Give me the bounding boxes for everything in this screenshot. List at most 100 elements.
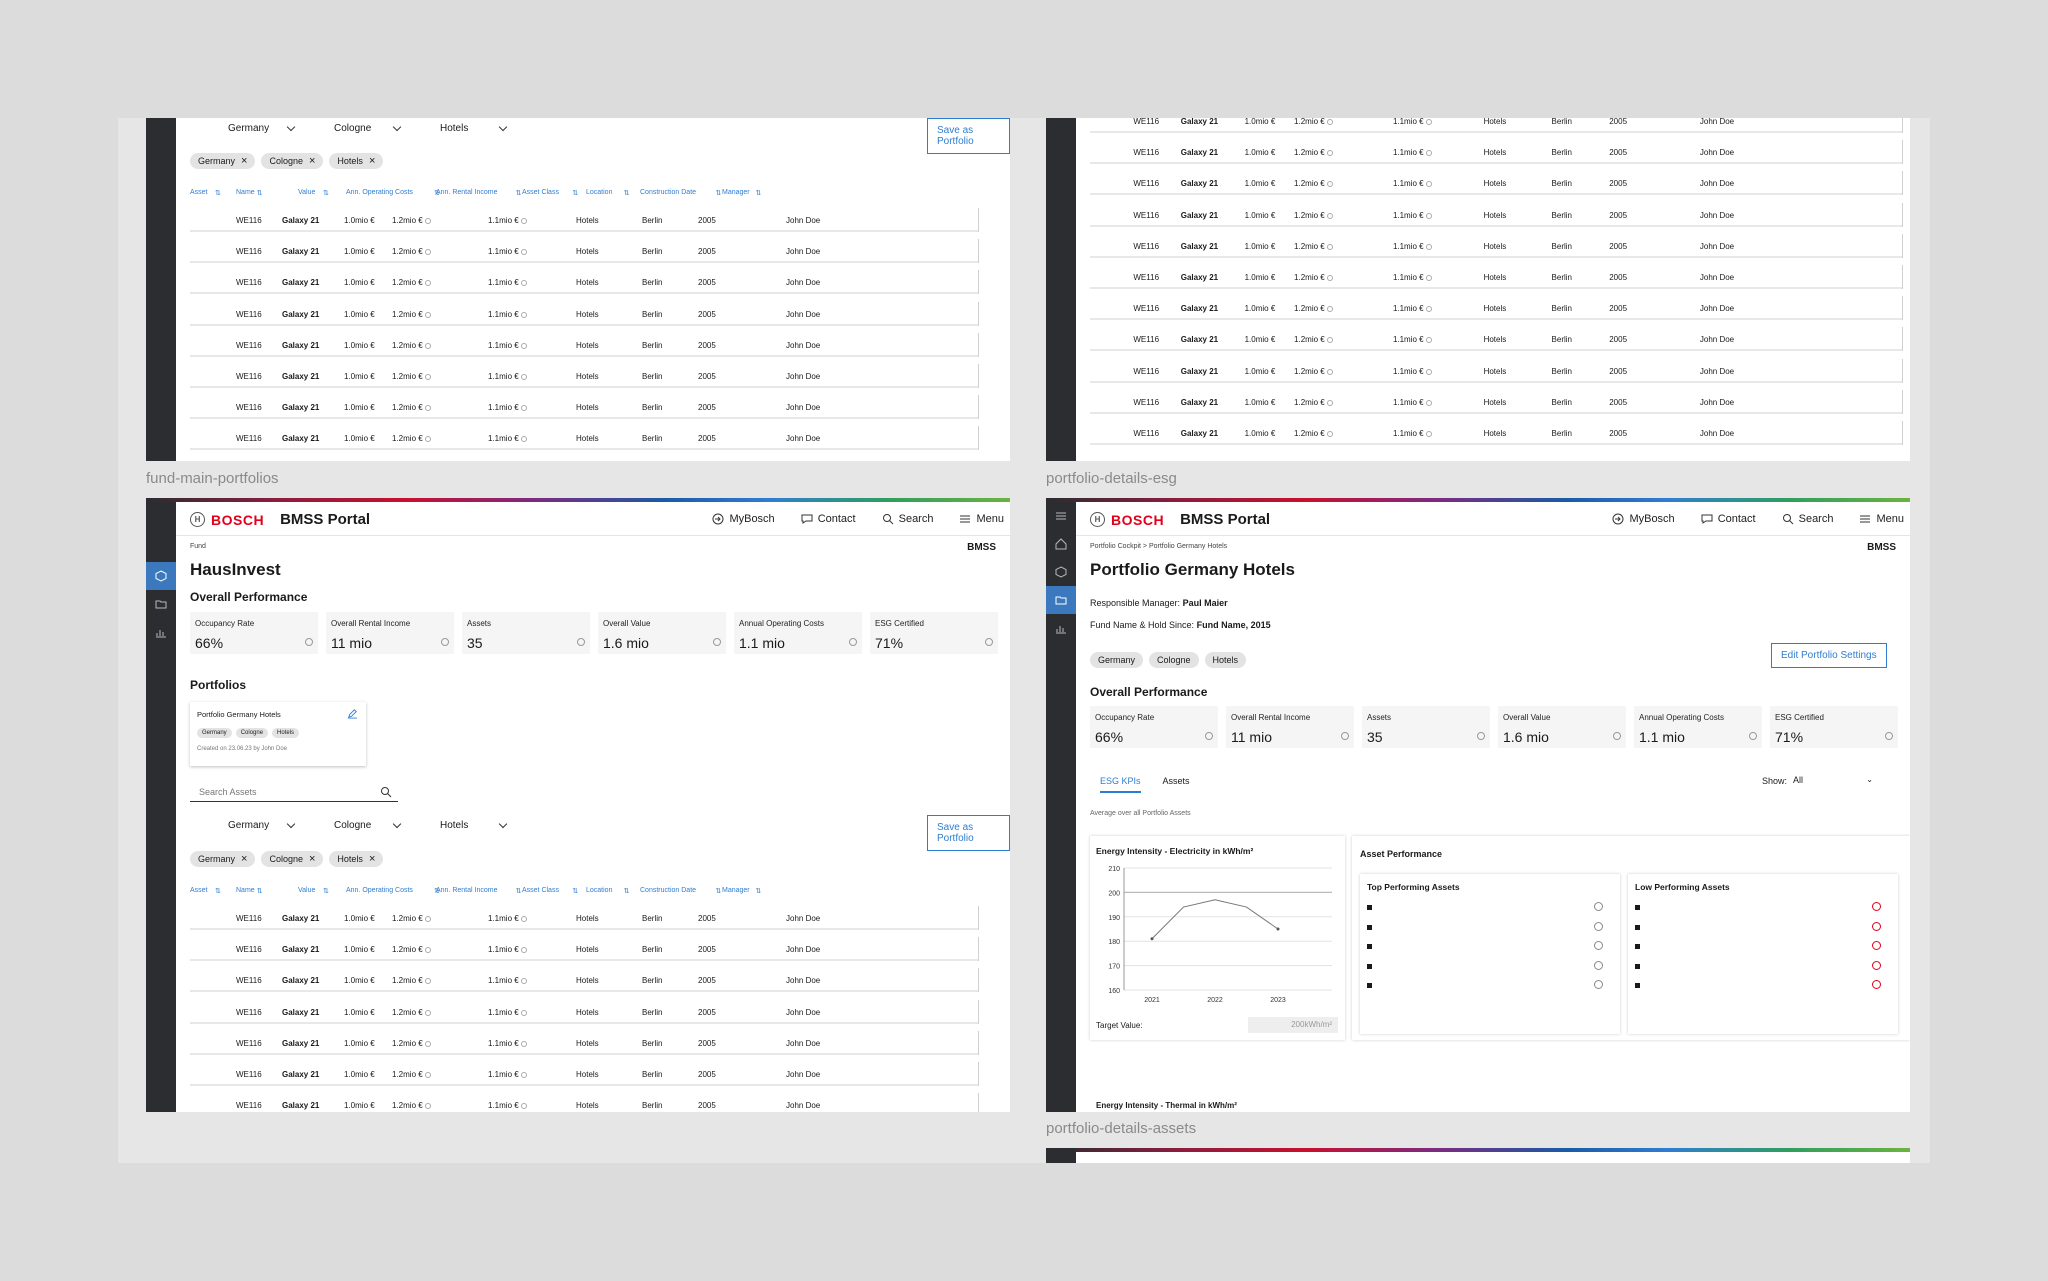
breadcrumb-item[interactable]: Portfolio Germany Hotels <box>1148 543 1228 550</box>
info-icon[interactable] <box>1425 181 1432 188</box>
table-row[interactable]: WE116 Galaxy 21 1.0mio € 1.2mio € 1.1mio € Ho… <box>190 333 978 357</box>
info-icon[interactable] <box>1425 275 1432 281</box>
table-row[interactable]: WE116 Galaxy 21 1.0mio € 1.2mio € 1.1mio € Ho… <box>190 968 978 993</box>
chip-cologne[interactable]: Cologne × <box>261 851 324 867</box>
table-row[interactable]: WE116 Galaxy 21 1.0mio € 1.2mio € 1.1mio € Ho… <box>190 937 978 962</box>
sidebar-item-fund[interactable] <box>1046 558 1076 586</box>
tab-assets[interactable]: Assets <box>1162 776 1190 786</box>
info-icon[interactable] <box>520 249 527 256</box>
column-header[interactable]: Ann. Operating Costs <box>346 887 413 894</box>
column-header[interactable]: Ann. Rental Income <box>436 887 498 894</box>
info-icon[interactable] <box>520 342 527 349</box>
table-row[interactable]: WE116 Galaxy 21 1.0mio € 1.2mio € 1.1mio € Ho… <box>1090 421 1902 445</box>
table-row[interactable]: WE116 Galaxy 21 1.0mio € 1.2mio € 1.1mio € Ho… <box>190 270 978 295</box>
info-icon[interactable] <box>985 638 993 646</box>
save-portfolio-button[interactable]: Save as Portfolio <box>927 815 1010 851</box>
info-icon[interactable] <box>1425 212 1432 219</box>
info-icon[interactable] <box>713 638 721 646</box>
info-icon[interactable] <box>520 218 527 224</box>
close-icon[interactable]: × <box>241 853 248 865</box>
info-icon[interactable] <box>1326 337 1333 344</box>
info-icon[interactable] <box>424 374 431 380</box>
nav-contact[interactable]: Contact <box>801 513 856 525</box>
sort-icon[interactable]: ⇅ <box>515 190 522 197</box>
sidebar-item-portfolios[interactable] <box>1046 586 1076 614</box>
sort-icon[interactable]: ⇅ <box>715 190 722 197</box>
save-portfolio-button[interactable]: Save as Portfolio <box>927 118 1010 154</box>
country-select[interactable]: Germany <box>228 820 308 831</box>
info-icon[interactable] <box>424 1103 431 1110</box>
info-icon[interactable] <box>424 1040 431 1047</box>
table-row[interactable]: WE116 Galaxy 21 1.0mio € 1.2mio € 1.1mio € Ho… <box>1090 296 1902 321</box>
close-icon[interactable]: × <box>368 155 376 167</box>
close-icon[interactable]: × <box>308 155 316 167</box>
table-row[interactable]: WE116 Galaxy 21 1.0mio € 1.2mio € 1.1mio € Ho… <box>1090 234 1902 258</box>
column-header[interactable]: Name <box>236 887 255 894</box>
type-select[interactable]: Hotels <box>440 820 520 831</box>
table-row[interactable]: WE116 Galaxy 21 1.0mio € 1.2mio € 1.1mio € Ho… <box>1090 140 1902 165</box>
column-header[interactable]: Ann. Rental Income <box>436 189 498 196</box>
target-value-input[interactable]: 200kWh/m² <box>1248 1017 1338 1033</box>
table-row[interactable]: WE116 Galaxy 21 1.0mio € 1.2mio € 1.1mio € Ho… <box>190 1093 978 1112</box>
info-icon[interactable] <box>1326 150 1333 157</box>
nav-contact[interactable]: Contact <box>1701 513 1756 525</box>
table-row[interactable]: WE116 Galaxy 21 1.0mio € 1.2mio € 1.1mio € Ho… <box>1090 327 1902 352</box>
info-icon[interactable] <box>520 1103 527 1110</box>
table-row[interactable]: WE116 Galaxy 21 1.0mio € 1.2mio € 1.1mio € Ho… <box>1090 203 1902 227</box>
info-icon[interactable] <box>520 916 527 922</box>
sort-icon[interactable]: ⇅ <box>434 190 440 197</box>
city-select[interactable]: Cologne <box>334 820 414 831</box>
info-icon[interactable] <box>1205 732 1213 740</box>
sort-icon[interactable]: ⇅ <box>755 190 762 197</box>
info-icon[interactable] <box>424 405 431 412</box>
table-row[interactable]: WE116 Galaxy 21 1.0mio € 1.2mio € 1.1mio € Ho… <box>1090 359 1902 383</box>
column-header[interactable]: Asset Class <box>522 887 559 894</box>
column-header[interactable]: Value <box>298 887 316 894</box>
info-icon[interactable] <box>849 638 857 646</box>
sort-icon[interactable]: ⇅ <box>215 190 221 197</box>
sort-icon[interactable]: ⇅ <box>323 888 329 895</box>
info-icon[interactable] <box>1425 306 1432 313</box>
info-icon[interactable] <box>1613 732 1621 740</box>
bosch-logo[interactable]: H BOSCH BMSS Portal <box>1090 511 1270 528</box>
info-icon[interactable] <box>520 280 527 287</box>
column-header[interactable]: Location <box>586 887 613 894</box>
chip-hotels[interactable]: Hotels × <box>329 153 384 169</box>
country-select[interactable]: Germany <box>228 123 308 134</box>
column-header[interactable]: Ann. Operating Costs <box>346 189 413 196</box>
info-icon[interactable] <box>520 947 527 954</box>
nav-menu[interactable]: Menu <box>1859 513 1904 525</box>
sort-icon[interactable]: ⇅ <box>572 190 579 197</box>
info-icon[interactable] <box>1326 181 1333 188</box>
column-header[interactable]: Location <box>586 189 613 196</box>
sort-icon[interactable]: ⇅ <box>256 888 263 895</box>
type-select[interactable]: Hotels <box>440 123 520 134</box>
table-row[interactable]: WE116 Galaxy 21 1.0mio € 1.2mio € 1.1mio € Ho… <box>1090 265 1902 289</box>
table-row[interactable]: WE116 Galaxy 21 1.0mio € 1.2mio € 1.1mio € Ho… <box>190 426 978 451</box>
info-icon[interactable] <box>1425 150 1432 157</box>
breadcrumb-item[interactable]: Portfolio Cockpit <box>1090 543 1141 550</box>
info-icon[interactable] <box>1326 399 1333 406</box>
info-icon[interactable] <box>424 947 431 954</box>
info-icon[interactable] <box>424 280 431 287</box>
info-icon[interactable] <box>1425 399 1432 406</box>
close-icon[interactable]: × <box>368 853 376 865</box>
sort-icon[interactable]: ⇅ <box>623 190 630 197</box>
info-icon[interactable] <box>424 311 431 318</box>
info-icon[interactable] <box>520 1009 527 1016</box>
edit-icon[interactable] <box>347 708 358 719</box>
bosch-logo[interactable]: H BOSCH BMSS Portal <box>190 511 370 528</box>
table-row[interactable]: WE116 Galaxy 21 1.0mio € 1.2mio € 1.1mio € Ho… <box>190 239 978 264</box>
edit-portfolio-settings-button[interactable]: Edit Portfolio Settings <box>1771 643 1887 668</box>
info-icon[interactable] <box>1326 119 1333 125</box>
info-icon[interactable] <box>424 249 431 256</box>
sort-icon[interactable]: ⇅ <box>572 888 579 895</box>
nav-mybosch[interactable]: MyBosch <box>1612 513 1675 525</box>
info-icon[interactable] <box>577 638 585 646</box>
info-icon[interactable] <box>1425 337 1432 344</box>
info-icon[interactable] <box>1749 732 1757 740</box>
search-assets-input[interactable]: Search Assets <box>190 785 398 802</box>
column-header[interactable]: Construction Date <box>640 189 697 196</box>
info-icon[interactable] <box>424 1072 431 1078</box>
close-icon[interactable]: × <box>241 155 248 167</box>
